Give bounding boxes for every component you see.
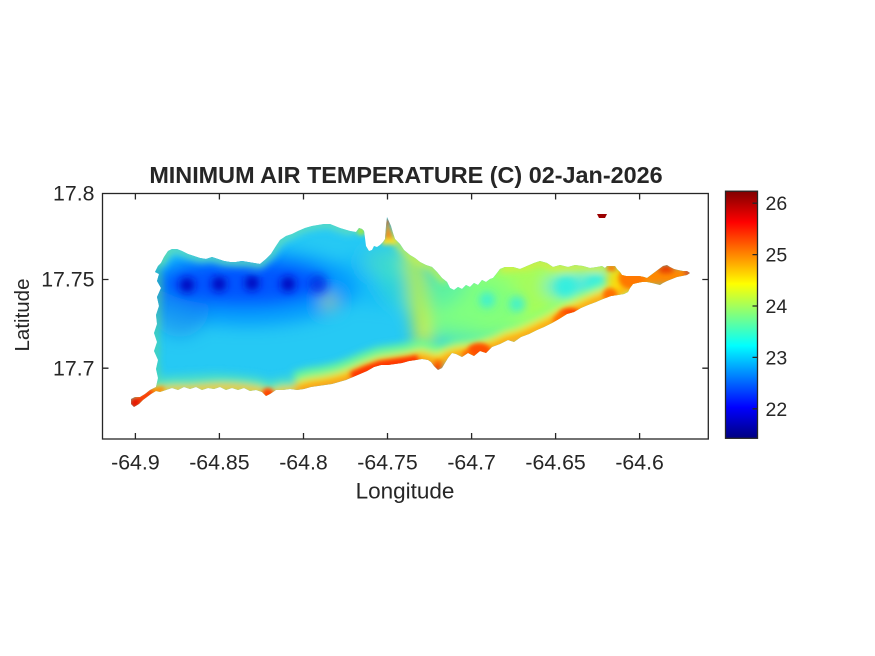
- svg-text:-64.9: -64.9: [111, 451, 160, 475]
- svg-text:-64.6: -64.6: [615, 451, 664, 475]
- svg-text:25: 25: [766, 245, 788, 267]
- svg-text:-64.85: -64.85: [189, 451, 249, 475]
- svg-text:-64.8: -64.8: [279, 451, 328, 475]
- svg-text:Latitude: Latitude: [11, 279, 34, 352]
- svg-text:24: 24: [766, 296, 788, 318]
- svg-text:MINIMUM AIR TEMPERATURE (C) 02: MINIMUM AIR TEMPERATURE (C) 02-Jan-2026: [149, 162, 662, 188]
- svg-text:-64.75: -64.75: [357, 451, 417, 475]
- svg-text:17.7: 17.7: [53, 356, 94, 380]
- svg-text:Longitude: Longitude: [356, 479, 455, 504]
- svg-text:22: 22: [766, 399, 788, 421]
- svg-text:23: 23: [766, 348, 788, 370]
- svg-text:-64.7: -64.7: [447, 451, 496, 475]
- svg-text:26: 26: [766, 193, 788, 215]
- svg-text:17.75: 17.75: [41, 268, 94, 292]
- svg-text:17.8: 17.8: [53, 182, 94, 206]
- svg-text:-64.65: -64.65: [525, 451, 585, 475]
